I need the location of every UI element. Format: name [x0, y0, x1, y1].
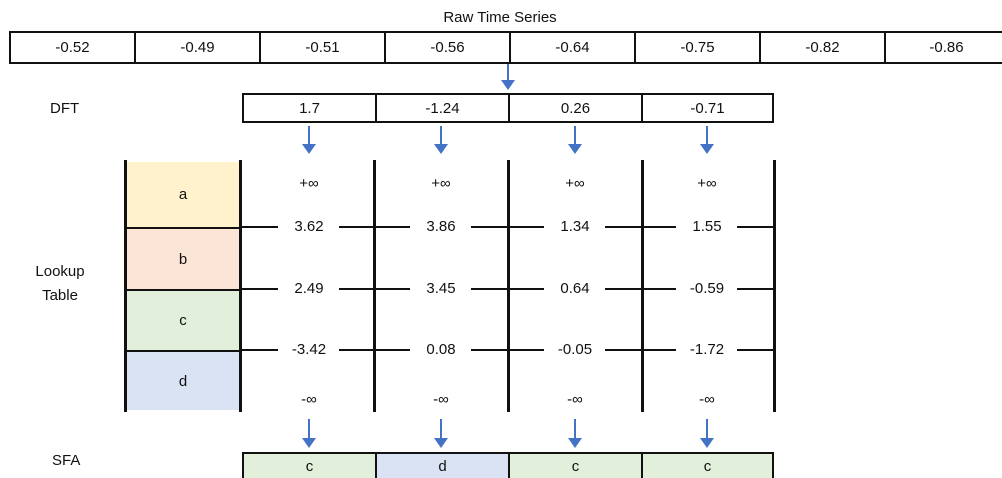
neg-infinity-label: -∞: [567, 391, 583, 408]
breakpoint-tick: [641, 226, 676, 228]
breakpoint-tick: [339, 226, 374, 228]
breakpoint-value: 2.49: [294, 280, 324, 297]
raw-value-cell: -0.52: [9, 31, 136, 64]
lookup-symbol-a: a: [126, 162, 240, 227]
breakpoint-tick: [605, 226, 642, 228]
breakpoint-tick: [507, 288, 544, 290]
breakpoint-tick: [339, 288, 374, 290]
raw-value-cell: -0.75: [634, 31, 761, 64]
down-arrow-icon: [568, 126, 582, 154]
sfa-label: SFA: [52, 452, 81, 469]
breakpoint-value: 3.86: [426, 218, 456, 235]
pos-infinity-label: +∞: [299, 175, 319, 192]
lookup-column-divider: [641, 160, 644, 412]
lookup-table-label-line2: Table: [42, 287, 78, 304]
pos-infinity-label: +∞: [697, 175, 717, 192]
breakpoint-tick: [605, 349, 642, 351]
breakpoint-tick: [339, 349, 374, 351]
breakpoint-tick: [373, 226, 410, 228]
breakpoint-value: -0.59: [689, 280, 725, 297]
sfa-symbol-cell: c: [508, 452, 643, 478]
raw-value-cell: -0.82: [759, 31, 886, 64]
sfa-symbol-cell: c: [242, 452, 377, 478]
breakpoint-tick: [239, 226, 278, 228]
breakpoint-tick: [641, 288, 676, 290]
dft-value-cell: 1.7: [242, 93, 377, 123]
lookup-symbol-b: b: [126, 227, 240, 289]
raw-value-cell: -0.64: [509, 31, 636, 64]
lookup-column-divider: [373, 160, 376, 412]
dft-value-cell: -1.24: [375, 93, 510, 123]
breakpoint-tick: [373, 349, 410, 351]
down-arrow-icon: [434, 126, 448, 154]
dft-value-cell: 0.26: [508, 93, 643, 123]
down-arrow-icon: [434, 419, 448, 448]
raw-value-cell: -0.49: [134, 31, 261, 64]
breakpoint-tick: [471, 226, 508, 228]
breakpoint-tick: [471, 349, 508, 351]
breakpoint-tick: [471, 288, 508, 290]
lookup-symbol-c: c: [126, 289, 240, 350]
lookup-left-border: [124, 160, 127, 412]
breakpoint-tick: [507, 226, 544, 228]
breakpoint-value: 3.62: [294, 218, 324, 235]
breakpoint-value: -0.05: [557, 341, 593, 358]
lookup-column-divider: [507, 160, 510, 412]
breakpoint-tick: [239, 288, 278, 290]
down-arrow-icon: [700, 419, 714, 448]
down-arrow-icon: [700, 126, 714, 154]
raw-value-cell: -0.86: [884, 31, 1002, 64]
raw-value-cell: -0.56: [384, 31, 511, 64]
neg-infinity-label: -∞: [699, 391, 715, 408]
sfa-symbol-cell: d: [375, 452, 510, 478]
down-arrow-icon: [568, 419, 582, 448]
breakpoint-value: 1.34: [560, 218, 590, 235]
breakpoint-tick: [737, 288, 774, 290]
lookup-column-divider: [239, 160, 242, 412]
breakpoint-value: 3.45: [426, 280, 456, 297]
neg-infinity-label: -∞: [433, 391, 449, 408]
down-arrow-icon: [501, 64, 515, 90]
breakpoint-value: -3.42: [291, 341, 327, 358]
breakpoint-tick: [737, 349, 774, 351]
raw-value-cell: -0.51: [259, 31, 386, 64]
breakpoint-value: 0.64: [560, 280, 590, 297]
breakpoint-tick: [507, 349, 544, 351]
breakpoint-tick: [737, 226, 774, 228]
lookup-table-label-line1: Lookup: [35, 263, 85, 280]
lookup-symbol-d: d: [126, 350, 240, 410]
breakpoint-value: 1.55: [692, 218, 722, 235]
sfa-symbol-cell: c: [641, 452, 774, 478]
lookup-table-label: Lookup Table: [20, 263, 100, 305]
breakpoint-tick: [605, 288, 642, 290]
breakpoint-tick: [373, 288, 410, 290]
dft-value-cell: -0.71: [641, 93, 774, 123]
dft-label: DFT: [50, 100, 80, 117]
raw-time-series-title: Raw Time Series: [443, 9, 557, 26]
lookup-column-divider: [773, 160, 776, 412]
down-arrow-icon: [302, 126, 316, 154]
breakpoint-value: -1.72: [689, 341, 725, 358]
neg-infinity-label: -∞: [301, 391, 317, 408]
breakpoint-tick: [239, 349, 278, 351]
down-arrow-icon: [302, 419, 316, 448]
breakpoint-value: 0.08: [426, 341, 456, 358]
pos-infinity-label: +∞: [565, 175, 585, 192]
pos-infinity-label: +∞: [431, 175, 451, 192]
breakpoint-tick: [641, 349, 676, 351]
